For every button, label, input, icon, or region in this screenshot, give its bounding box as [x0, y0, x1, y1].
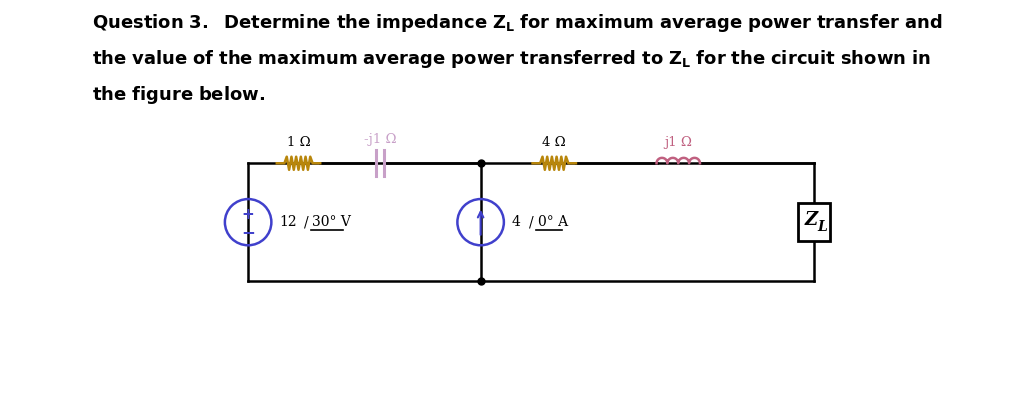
Text: $\bf{Question\ 3.\ \ Determine\ the\ impedance\ Z_{L}\ for\ maximum\ average\ po: $\bf{Question\ 3.\ \ Determine\ the\ imp… [92, 12, 943, 34]
Text: j1 Ω: j1 Ω [665, 136, 692, 148]
Text: $\bf{the\ figure\ below.}$: $\bf{the\ figure\ below.}$ [92, 84, 265, 105]
Text: 0° A: 0° A [538, 215, 568, 229]
Text: Z: Z [804, 211, 817, 229]
Text: +: + [242, 207, 255, 222]
Text: 30° V: 30° V [312, 215, 351, 229]
Text: -j1 Ω: -j1 Ω [364, 133, 396, 146]
Text: 4: 4 [512, 215, 520, 229]
Text: 1 Ω: 1 Ω [287, 136, 310, 148]
Text: −: − [242, 223, 255, 241]
FancyBboxPatch shape [798, 203, 830, 242]
Text: 4 Ω: 4 Ω [543, 136, 566, 148]
Text: /: / [528, 215, 534, 229]
Text: L: L [817, 220, 827, 234]
Text: 12: 12 [280, 215, 297, 229]
Text: /: / [304, 215, 308, 229]
Text: $\bf{the\ value\ of\ the\ maximum\ average\ power\ transferred\ to\ Z_{L}\ for\ : $\bf{the\ value\ of\ the\ maximum\ avera… [92, 48, 931, 70]
